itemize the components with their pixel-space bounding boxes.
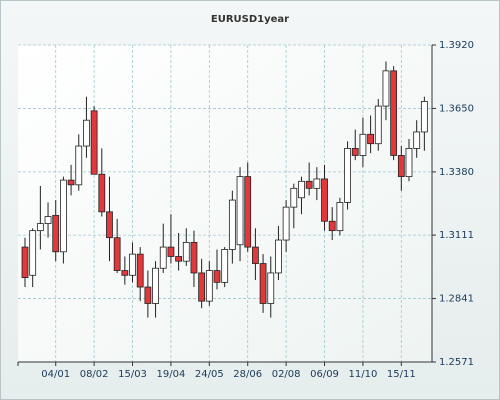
candle-body — [259, 263, 267, 304]
candle-body — [244, 176, 252, 248]
x-tick-label: 15/03 — [118, 369, 147, 380]
candle-body — [175, 256, 183, 262]
candle-body — [305, 180, 313, 189]
candle-body — [321, 178, 328, 222]
y-tick-label: 1.3920 — [439, 40, 474, 51]
candle-body — [359, 133, 367, 156]
candle-body — [351, 147, 359, 156]
candle-body — [413, 131, 421, 149]
candle-body — [420, 100, 428, 133]
candle-body — [90, 110, 98, 175]
candle-body — [374, 105, 382, 145]
candle-body — [75, 145, 83, 186]
candle-body — [282, 206, 290, 241]
y-tick-label: 1.2571 — [439, 357, 474, 368]
candle-body — [44, 216, 52, 224]
x-tick-label: 15/11 — [387, 369, 416, 380]
x-tick-label: 04/01 — [41, 369, 70, 380]
x-tick-label: 24/05 — [195, 369, 224, 380]
y-tick-label: 1.2841 — [439, 294, 474, 305]
candle-body — [290, 187, 298, 208]
candle-body — [167, 246, 175, 257]
candle-body — [136, 253, 144, 288]
candle-body — [121, 270, 129, 276]
candle-body — [83, 119, 90, 147]
candle-body — [106, 211, 113, 239]
x-tick-label: 28/06 — [233, 369, 262, 380]
candle-body — [313, 178, 321, 189]
candle-body — [182, 241, 190, 262]
candle-body — [60, 179, 67, 253]
candle-body — [159, 246, 167, 269]
candle-body — [228, 199, 236, 250]
x-tick-label: 08/02 — [80, 369, 109, 380]
candle-body — [144, 286, 152, 304]
candle-body — [113, 237, 121, 271]
candle-body — [198, 272, 206, 302]
candle-body — [336, 202, 344, 232]
y-tick-label: 1.3111 — [439, 230, 474, 241]
candle-body — [190, 241, 198, 274]
candle-body — [298, 180, 305, 199]
candle-body — [267, 272, 275, 304]
candle-body — [21, 246, 29, 279]
x-tick-label: 19/04 — [157, 369, 186, 380]
plot-area — [18, 45, 432, 362]
candle-body — [67, 179, 75, 186]
y-tick-label: 1.3650 — [439, 103, 474, 114]
y-tick-label: 1.3380 — [439, 167, 474, 178]
candle-body — [344, 147, 351, 203]
x-tick-label: 06/09 — [310, 369, 339, 380]
candle-body — [405, 147, 413, 177]
chart-title: EURUSD1year — [211, 14, 289, 25]
candle-body — [390, 70, 398, 156]
candle-body — [221, 249, 229, 283]
candle-body — [29, 230, 37, 276]
candle-body — [236, 176, 244, 246]
candle-body — [213, 270, 221, 283]
candle-body — [251, 246, 259, 264]
candle-body — [382, 70, 390, 107]
candle-body — [52, 214, 60, 253]
candle-body — [129, 253, 136, 276]
candle-body — [367, 133, 375, 145]
x-tick-label: 02/08 — [272, 369, 301, 380]
candle-body — [36, 223, 44, 232]
candle-body — [328, 220, 336, 232]
candle-body — [98, 173, 106, 213]
candle-body — [397, 155, 405, 177]
candle-body — [152, 267, 159, 304]
candle-body — [205, 270, 213, 302]
candle-body — [275, 239, 282, 274]
x-tick-label: 11/10 — [349, 369, 378, 380]
